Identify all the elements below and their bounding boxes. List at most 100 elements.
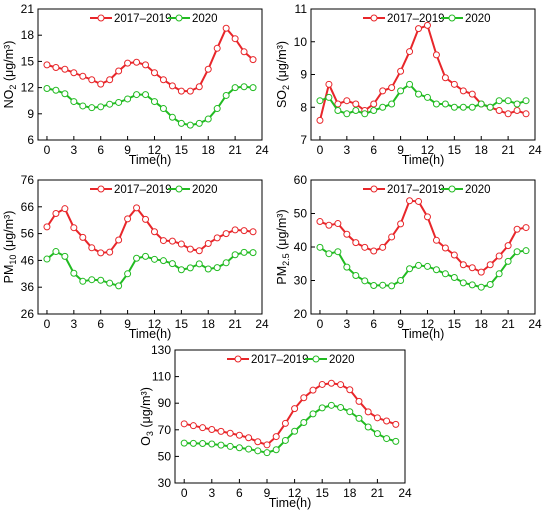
data-point [249,228,257,236]
data-point [379,103,387,111]
data-point [334,100,342,108]
data-point [245,445,253,453]
data-point [361,243,369,251]
legend-swatch-marker [175,14,183,22]
data-point [450,80,458,88]
series-baseline [43,24,257,95]
legend-entry: 2020 [168,184,218,196]
x-tick-label: 24 [528,143,542,157]
data-point [334,248,342,256]
legend-label: 2017–2019 [387,13,445,25]
data-point [352,271,360,279]
data-point [352,100,360,108]
x-tick-label: 0 [317,143,324,157]
data-point [486,261,494,269]
data-point [415,261,423,269]
data-point [213,105,221,113]
data-point [204,65,212,73]
y-tick-label: 7 [300,133,307,147]
x-tick-label: 18 [475,317,489,331]
data-point [204,115,212,123]
legend-swatch-marker [370,185,378,193]
data-point [79,233,87,241]
data-point [468,281,476,289]
plot-frame [37,8,263,141]
data-point [195,119,203,127]
x-axis-label: Time(h) [129,153,172,167]
data-point [379,87,387,95]
data-point [133,58,141,66]
series-current [316,80,530,118]
data-point [106,100,114,108]
data-point [504,97,512,105]
series-baseline [316,21,530,124]
data-point [504,257,512,265]
x-tick-label: 15 [448,143,462,157]
data-point [392,420,400,428]
x-tick-label: 24 [255,143,269,157]
data-point [168,260,176,268]
data-point [254,438,262,446]
data-point [52,210,60,217]
data-point [79,72,87,80]
data-point [450,251,458,259]
y-tick-label: 56 [21,227,35,241]
y-tick-label: 8 [300,100,307,114]
y-axis-label-sub: 2 [8,85,18,90]
data-point [334,107,342,115]
data-point [159,76,167,84]
data-point [124,215,132,223]
series-line [46,85,254,127]
data-point [441,100,449,108]
series-current [316,243,530,291]
data-point [477,268,485,276]
data-point [213,234,221,242]
series-line [46,26,254,93]
data-point [423,93,431,101]
data-point [352,107,360,115]
data-point [213,264,221,272]
data-point [459,87,467,95]
data-point [150,69,158,77]
data-point [88,276,96,284]
y-tick-label: 12 [21,81,35,95]
y-tick-label: 50 [294,207,308,221]
data-point [291,427,299,435]
plot-frame [37,179,263,315]
data-point [343,110,351,118]
data-point [240,248,248,256]
data-point [43,61,51,69]
y-axis-label: O3 (μg/m³) [139,387,155,446]
legend-entry: 2017–2019 [363,13,445,25]
x-axis-label: Time(h) [402,153,445,167]
data-point [52,86,60,94]
data-point [513,225,521,233]
data-point [406,80,414,88]
data-point [222,91,230,99]
y-tick-label: 9 [300,68,307,82]
y-axis-label-unit: (μg/m³) [2,211,16,255]
data-point [106,76,114,84]
data-point [513,248,521,256]
y-tick-label: 21 [21,2,35,16]
data-point [177,240,185,248]
data-point [504,110,512,118]
data-point [388,282,396,290]
data-point [61,90,69,98]
x-tick-label: 0 [44,317,51,331]
data-point [388,84,396,92]
y-axis-label-unit: (μg/m³) [139,387,153,431]
data-point [459,103,467,111]
data-point [281,436,289,444]
data-point [177,119,185,127]
data-point [370,282,378,290]
series-current [43,83,257,129]
y-axis-label: PM10 (μg/m³) [2,211,18,284]
data-point [133,91,141,99]
data-point [142,61,150,69]
data-point [370,247,378,255]
x-tick-label: 12 [421,143,435,157]
data-point [168,82,176,90]
data-point [423,213,431,221]
